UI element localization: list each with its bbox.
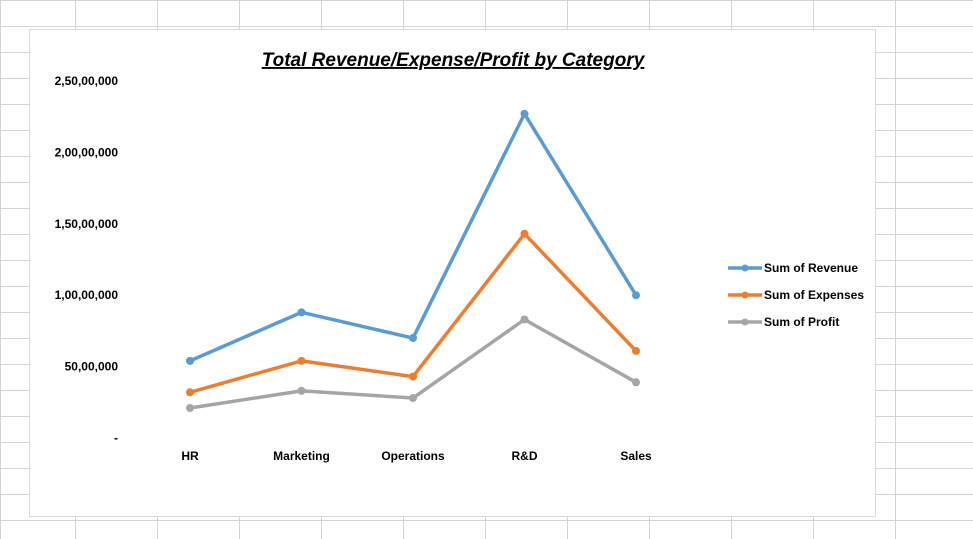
data-point[interactable] xyxy=(632,346,640,355)
x-axis-labels: HR Marketing Operations R&D Sales xyxy=(181,449,652,463)
series-line xyxy=(188,232,638,395)
data-point[interactable] xyxy=(632,378,640,387)
legend-label: Sum of Expenses xyxy=(764,288,864,302)
legend-item[interactable]: Sum of Profit xyxy=(728,315,839,329)
series-layer xyxy=(186,109,640,413)
data-point[interactable] xyxy=(297,356,306,365)
data-point[interactable] xyxy=(632,291,640,300)
data-point[interactable] xyxy=(520,229,529,238)
series-group xyxy=(186,315,640,413)
data-point[interactable] xyxy=(186,388,194,397)
y-tick-label: 2,00,00,000 xyxy=(55,145,119,159)
data-point[interactable] xyxy=(297,308,306,317)
data-point[interactable] xyxy=(520,109,529,118)
legend-marker xyxy=(741,318,749,326)
data-point[interactable] xyxy=(409,372,417,381)
legend-marker xyxy=(741,264,749,272)
x-category-label: Sales xyxy=(620,449,652,463)
y-tick-label: 1,50,00,000 xyxy=(55,217,119,231)
data-point[interactable] xyxy=(409,394,417,403)
data-point[interactable] xyxy=(186,356,194,365)
line-chart: Total Revenue/Expense/Profit by Category… xyxy=(55,50,865,463)
legend-label: Sum of Revenue xyxy=(764,261,858,275)
y-axis-labels: - 50,00,000 1,00,00,000 1,50,00,000 2,00,00,… xyxy=(55,74,119,445)
x-category-label: HR xyxy=(181,449,199,463)
series-group xyxy=(186,109,640,365)
series-group xyxy=(186,229,640,397)
series-line xyxy=(188,112,638,363)
legend: Sum of Revenue Sum of Expenses Sum of Prof… xyxy=(728,261,864,329)
data-point[interactable] xyxy=(520,315,529,324)
y-tick-label: 50,00,000 xyxy=(65,360,119,374)
y-tick-label: 1,00,00,000 xyxy=(55,288,119,302)
legend-item[interactable]: Sum of Revenue xyxy=(728,261,858,275)
x-category-label: Marketing xyxy=(273,449,330,463)
y-tick-label: - xyxy=(114,431,118,445)
legend-label: Sum of Profit xyxy=(764,315,839,329)
y-tick-label: 2,50,00,000 xyxy=(55,74,119,88)
chart-area[interactable]: Total Revenue/Expense/Profit by Category… xyxy=(29,29,876,517)
x-category-label: Operations xyxy=(381,449,445,463)
x-category-label: R&D xyxy=(512,449,538,463)
data-point[interactable] xyxy=(409,334,417,343)
legend-marker xyxy=(741,291,749,299)
data-point[interactable] xyxy=(186,404,194,413)
legend-item[interactable]: Sum of Expenses xyxy=(728,288,864,302)
data-point[interactable] xyxy=(297,386,306,395)
chart-title: Total Revenue/Expense/Profit by Category xyxy=(262,50,646,71)
